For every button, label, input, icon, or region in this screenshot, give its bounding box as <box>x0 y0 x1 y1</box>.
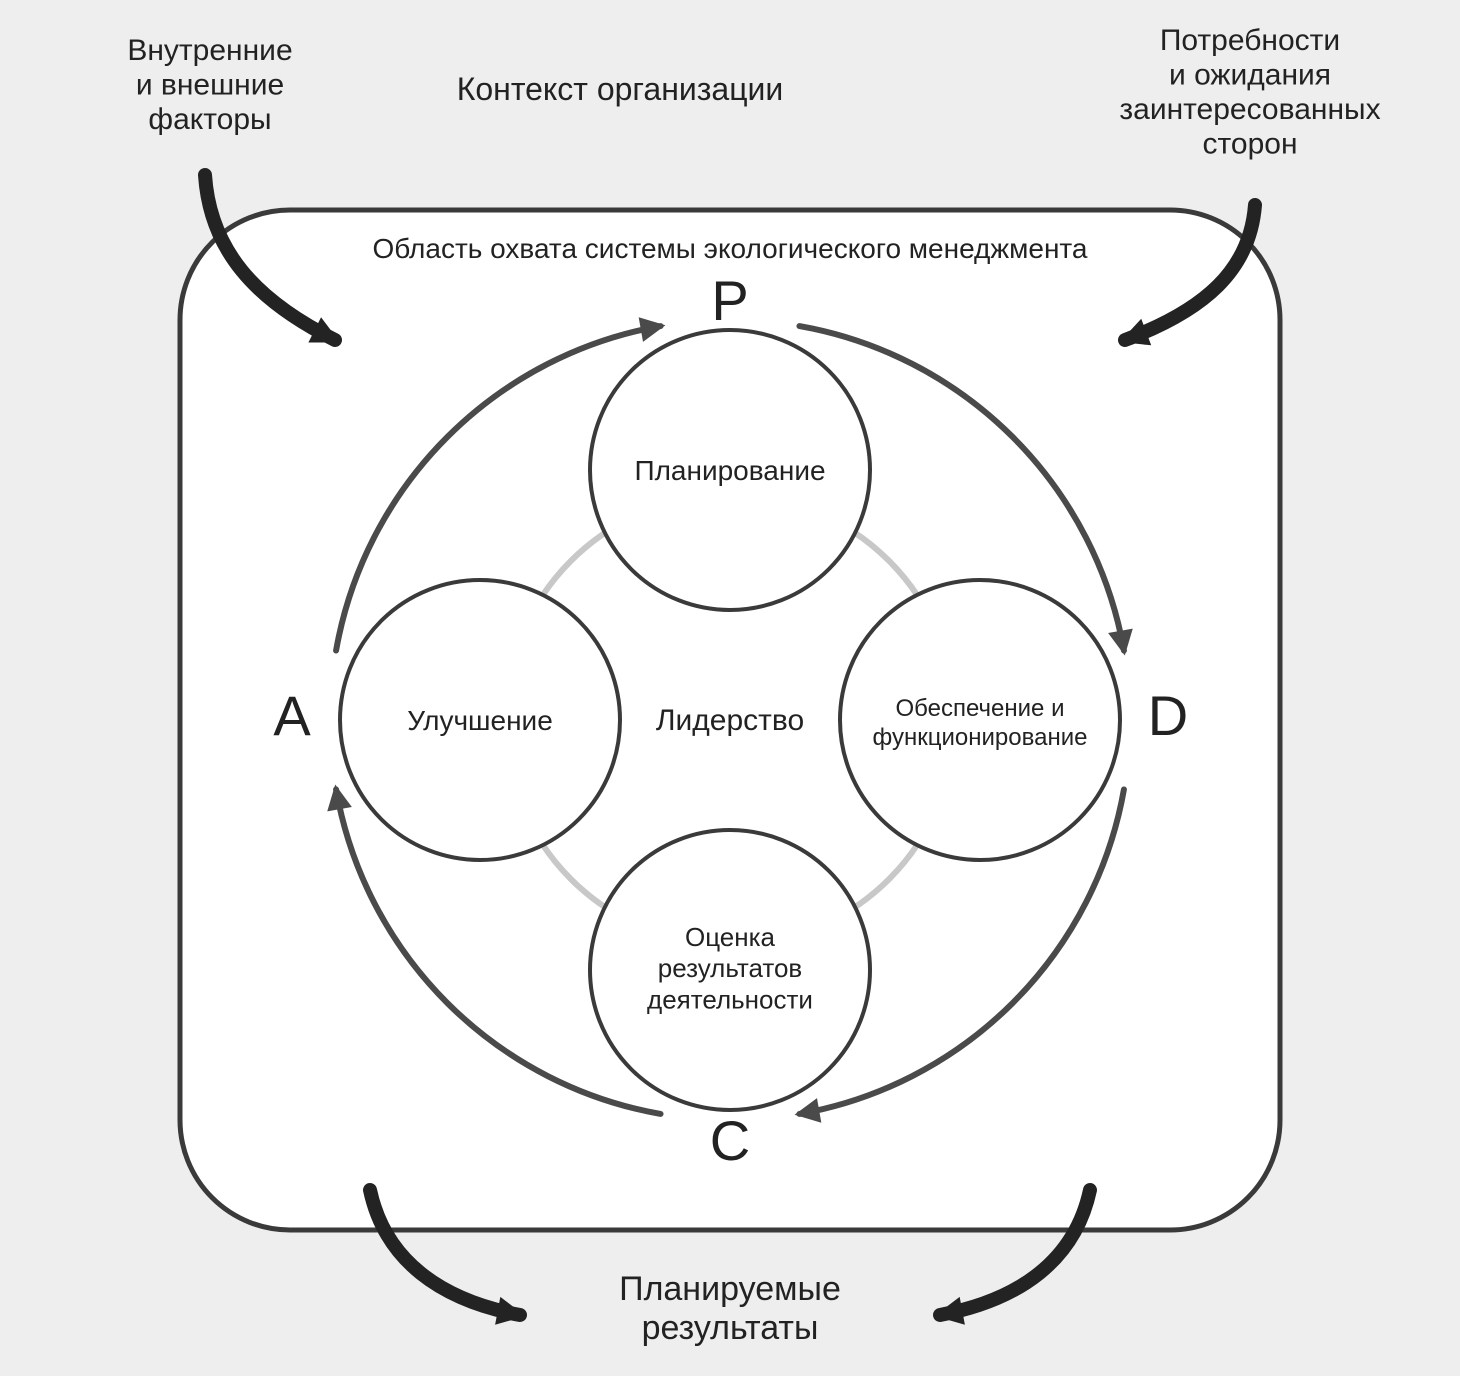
pdca-letter-a: A <box>273 684 311 747</box>
label-act: Улучшение <box>407 705 553 736</box>
label-internal-external: Внутренниеи внешниефакторы <box>127 34 292 136</box>
label-leadership: Лидерство <box>656 704 804 737</box>
pdca-diagram: Внутренниеи внешниефакторы Контекст орган… <box>0 0 1460 1376</box>
pdca-letter-d: D <box>1148 684 1188 747</box>
label-stakeholders: Потребностии ожиданиязаинтересованныхсто… <box>1119 24 1380 161</box>
label-plan: Планирование <box>634 455 825 486</box>
pdca-letter-p: P <box>711 269 748 332</box>
pdca-letter-c: C <box>710 1109 750 1172</box>
label-scope: Область охвата системы экологического ме… <box>373 233 1088 264</box>
label-context: Контекст организации <box>457 71 784 107</box>
label-do: Обеспечение ифункционирование <box>873 695 1088 751</box>
label-results: Планируемыерезультаты <box>619 1270 841 1347</box>
